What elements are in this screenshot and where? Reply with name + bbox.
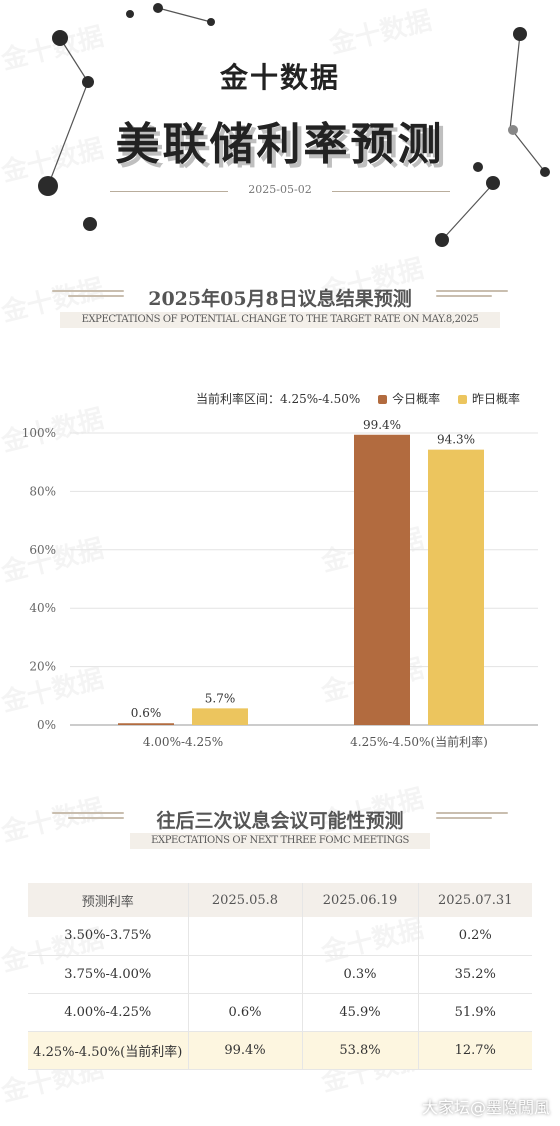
section-divider-left bbox=[52, 290, 124, 300]
legend-swatch-today bbox=[378, 395, 388, 404]
footer-credit: 大家坛@墨隐闖風 bbox=[421, 1098, 550, 1117]
section-subtitle: EXPECTATIONS OF POTENTIAL CHANGE TO THE … bbox=[81, 314, 479, 325]
value-cell: 12.7% bbox=[417, 1031, 532, 1070]
chart-legend: 当前利率区间：4.25%-4.50% 今日概率 昨日概率 bbox=[196, 390, 520, 407]
header-cell: 预测利率 bbox=[28, 883, 188, 917]
section-title: 2025年05月8日议息结果预测 bbox=[148, 288, 412, 310]
data-label: 0.6% bbox=[131, 706, 162, 720]
section-subtitle: EXPECTATIONS OF NEXT THREE FOMC MEETINGS bbox=[151, 835, 409, 846]
y-tick-label: 40% bbox=[29, 601, 56, 615]
value-cell bbox=[187, 917, 302, 956]
bar bbox=[354, 434, 410, 725]
y-tick-label: 80% bbox=[29, 484, 56, 498]
legend-label-today: 今日概率 bbox=[392, 392, 441, 406]
y-tick-label: 60% bbox=[29, 543, 56, 557]
bar bbox=[192, 708, 248, 725]
current-rate-annotation: 当前利率区间：4.25%-4.50% bbox=[196, 392, 361, 406]
value-cell bbox=[301, 917, 418, 956]
x-tick-label: 4.25%-4.50%(当前利率) bbox=[350, 734, 488, 749]
bar bbox=[118, 723, 174, 725]
value-cell bbox=[187, 955, 302, 994]
data-label: 5.7% bbox=[205, 691, 236, 705]
value-cell: 53.8% bbox=[301, 1031, 418, 1070]
header-cell: 2025.07.31 bbox=[417, 883, 532, 917]
constellation-decoration bbox=[38, 3, 550, 247]
legend-item-today: 今日概率 bbox=[378, 390, 440, 407]
y-tick-label: 20% bbox=[29, 660, 56, 674]
rate-cell: 3.75%-4.00% bbox=[28, 955, 188, 994]
rate-cell: 3.50%-3.75% bbox=[28, 917, 188, 956]
y-tick-label: 0% bbox=[37, 718, 56, 732]
value-cell: 99.4% bbox=[187, 1031, 302, 1070]
table-row: 3.50%-3.75% 0.2% bbox=[28, 917, 532, 956]
data-label: 94.3% bbox=[437, 433, 475, 447]
value-cell: 0.2% bbox=[417, 917, 532, 956]
value-cell: 35.2% bbox=[417, 955, 532, 994]
section-subtitle-band bbox=[60, 312, 500, 328]
value-cell: 51.9% bbox=[417, 993, 532, 1032]
date-divider: 2025-05-02 bbox=[110, 183, 450, 199]
table-row-current-rate: 4.25%-4.50%(当前利率) 99.4% 53.8% 12.7% bbox=[28, 1031, 532, 1070]
legend-swatch-yesterday bbox=[457, 395, 467, 404]
value-cell: 45.9% bbox=[301, 993, 418, 1032]
value-cell: 0.3% bbox=[301, 955, 418, 994]
y-tick-label: 100% bbox=[22, 426, 56, 440]
x-tick-label: 4.00%-4.25% bbox=[143, 735, 223, 749]
rate-cell: 4.25%-4.50%(当前利率) bbox=[28, 1031, 188, 1070]
probability-bar-chart: 0% 20% 40% 60% 80% 100% 0.6% 5.7% 4.00%-4.25% 99.… bbox=[22, 418, 538, 749]
legend-label-yesterday: 昨日概率 bbox=[471, 392, 520, 406]
header-cell: 2025.05.8 bbox=[187, 883, 302, 917]
section-subtitle-band bbox=[130, 833, 430, 849]
table-row: 3.75%-4.00% 0.3% 35.2% bbox=[28, 955, 532, 994]
header-cell: 2025.06.19 bbox=[301, 883, 418, 917]
table-header-row: 预测利率 2025.05.8 2025.06.19 2025.07.31 bbox=[28, 883, 532, 917]
fomc-probability-table: 预测利率 2025.05.8 2025.06.19 2025.07.31 3.5… bbox=[28, 883, 532, 1070]
brand-name: 金十数据 bbox=[219, 61, 340, 94]
rate-cell: 4.00%-4.25% bbox=[28, 993, 188, 1032]
section-title: 往后三次议息会议可能性预测 bbox=[156, 810, 404, 832]
section-divider-left bbox=[52, 812, 124, 822]
value-cell: 0.6% bbox=[187, 993, 302, 1032]
legend-item-yesterday: 昨日概率 bbox=[457, 390, 520, 407]
section-divider-right bbox=[436, 812, 508, 822]
bar bbox=[428, 449, 484, 725]
table-row: 4.00%-4.25% 0.6% 45.9% 51.9% bbox=[28, 993, 532, 1032]
data-label: 99.4% bbox=[363, 418, 401, 432]
report-date: 2025-05-02 bbox=[248, 183, 312, 196]
section-divider-right bbox=[436, 290, 508, 300]
page-title: 美联储利率预测 bbox=[115, 119, 445, 170]
